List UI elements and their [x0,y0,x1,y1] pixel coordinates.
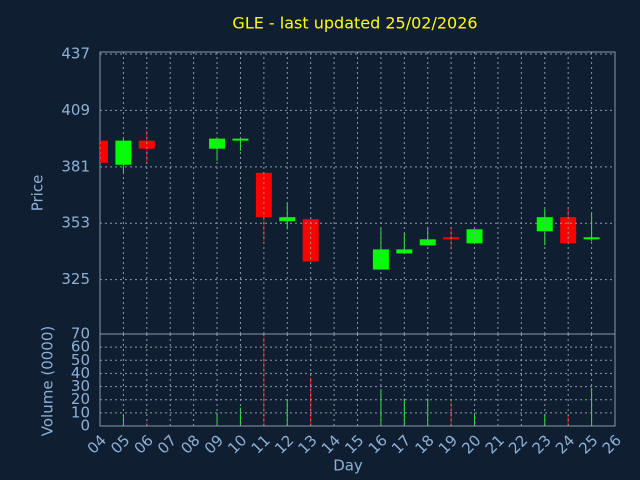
volume-tick-label: 0 [80,417,90,435]
candle-body [302,219,319,262]
chart-title: GLE - last updated 25/02/2026 [232,14,477,33]
candle-body [560,217,577,244]
x-tick-label: 17 [388,431,414,457]
x-tick-label: 15 [341,431,367,457]
x-axis-label: Day [333,457,363,475]
x-tick-label: 26 [599,431,625,457]
candle-body [255,172,272,218]
candle-body [372,249,389,270]
candle-body [466,229,483,244]
x-tick-label: 18 [412,431,438,457]
x-tick-label: 12 [271,431,297,457]
volume-tick-label: 20 [71,390,90,408]
candle-body [536,217,553,232]
x-tick-label: 13 [294,431,320,457]
x-tick-label: 19 [435,431,461,457]
x-tick-label: 21 [482,431,508,457]
y-tick-label: 409 [61,101,90,119]
x-tick-label: 09 [201,431,227,457]
x-tick-label: 10 [224,431,250,457]
x-tick-label: 06 [131,431,157,457]
x-tick-label: 23 [529,431,555,457]
candle-body [138,140,155,149]
x-tick-label: 11 [248,431,274,457]
x-tick-label: 25 [575,431,601,457]
x-tick-label: 22 [505,431,531,457]
volume-tick-label: 30 [71,377,90,395]
candle-body [279,217,296,222]
x-tick-label: 14 [318,431,344,457]
x-tick-label: 07 [154,431,180,457]
candle-body [232,138,249,141]
y-tick-label: 381 [61,157,90,175]
volume-axis-label: Volume (0000) [39,326,57,436]
candle-body [396,249,413,254]
volume-tick-label: 40 [71,364,90,382]
x-tick-label: 16 [365,431,391,457]
plot [100,130,600,426]
x-tick-label: 20 [458,431,484,457]
y-tick-label: 437 [61,45,90,63]
candle-body [100,140,108,163]
volume-tick-label: 60 [71,338,90,356]
volume-tick-label: 70 [71,325,90,343]
volume-tick-label: 10 [71,403,90,421]
x-tick-label: 05 [107,431,133,457]
y-tick-label: 325 [61,270,90,288]
x-tick-label: 04 [84,431,110,457]
volume-tick-label: 50 [71,351,90,369]
y-tick-label: 353 [61,214,90,232]
x-tick-label: 08 [177,431,203,457]
y-axis-label: Price [29,175,47,212]
x-tick-label: 24 [552,431,578,457]
